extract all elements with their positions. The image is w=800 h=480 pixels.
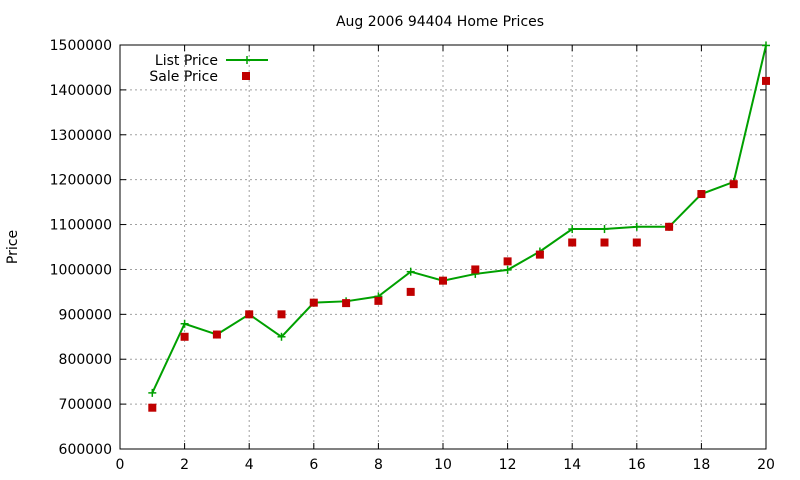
y-tick-label: 1000000 bbox=[50, 262, 112, 278]
x-tick-label: 18 bbox=[692, 457, 710, 473]
y-tick-label: 600000 bbox=[59, 442, 112, 458]
grid-layer bbox=[120, 45, 766, 449]
list-price-point bbox=[148, 388, 157, 397]
sale-price-point bbox=[535, 250, 544, 259]
chart-title: Aug 2006 94404 Home Prices bbox=[336, 14, 544, 30]
legend-label: List Price bbox=[155, 53, 218, 69]
legend-plus-swatch bbox=[243, 56, 251, 64]
sale-price-point bbox=[665, 222, 674, 231]
sale-price-point bbox=[762, 76, 770, 85]
y-tick-label: 700000 bbox=[59, 397, 112, 413]
legend-square-swatch bbox=[242, 72, 250, 80]
sale-price-point bbox=[309, 298, 318, 307]
x-tick-label: 20 bbox=[757, 457, 775, 473]
sale-price-point bbox=[406, 287, 415, 296]
list-price-point bbox=[600, 225, 609, 234]
x-tick-label: 10 bbox=[434, 457, 452, 473]
sale-price-point bbox=[697, 190, 706, 199]
y-axis-label: Price bbox=[5, 230, 21, 264]
sale-price-point bbox=[439, 276, 447, 285]
sale-price-point bbox=[374, 296, 383, 305]
sale-price-point bbox=[245, 310, 254, 319]
y-tick-label: 1300000 bbox=[50, 128, 112, 144]
x-tick-label: 12 bbox=[499, 457, 517, 473]
list-price-point bbox=[503, 265, 512, 274]
legend-label: Sale Price bbox=[149, 69, 218, 85]
list-price-point bbox=[406, 267, 415, 276]
sale-price-point bbox=[342, 299, 351, 308]
y-tick-label: 1100000 bbox=[50, 218, 112, 234]
series-layer bbox=[148, 41, 770, 412]
series-0 bbox=[148, 41, 770, 397]
sale-price-point bbox=[180, 332, 189, 341]
sale-price-point bbox=[729, 180, 738, 189]
sale-price-point bbox=[568, 238, 577, 247]
x-tick-label: 16 bbox=[628, 457, 646, 473]
list-price-line bbox=[151, 45, 767, 394]
sale-price-point bbox=[148, 403, 157, 412]
sale-price-point bbox=[600, 238, 609, 247]
list-price-point bbox=[277, 332, 286, 341]
x-tick-label: 8 bbox=[374, 457, 383, 473]
x-tick-label: 4 bbox=[245, 457, 254, 473]
y-tick-label: 1400000 bbox=[50, 83, 112, 99]
series-1 bbox=[148, 76, 770, 412]
x-tick-label: 6 bbox=[309, 457, 318, 473]
sale-price-point bbox=[503, 257, 512, 266]
y-tick-label: 1500000 bbox=[50, 38, 112, 54]
list-price-point bbox=[180, 319, 189, 328]
sale-price-point bbox=[277, 310, 286, 319]
y-tick-label: 800000 bbox=[59, 352, 112, 368]
sale-price-point bbox=[212, 330, 221, 339]
list-price-point bbox=[762, 41, 770, 50]
list-price-point bbox=[568, 225, 577, 234]
list-price-point bbox=[632, 222, 641, 231]
y-tick-label: 1200000 bbox=[50, 173, 112, 189]
ticks-layer: 0 2 4 6 8 10 12 14 16 18 20 600000 700000 800000 90000… bbox=[50, 38, 775, 473]
sale-price-point bbox=[632, 238, 641, 247]
x-tick-label: 0 bbox=[116, 457, 125, 473]
y-tick-label: 900000 bbox=[59, 307, 112, 323]
sale-price-point bbox=[471, 265, 480, 274]
x-tick-label: 2 bbox=[180, 457, 189, 473]
x-tick-label: 14 bbox=[563, 457, 581, 473]
